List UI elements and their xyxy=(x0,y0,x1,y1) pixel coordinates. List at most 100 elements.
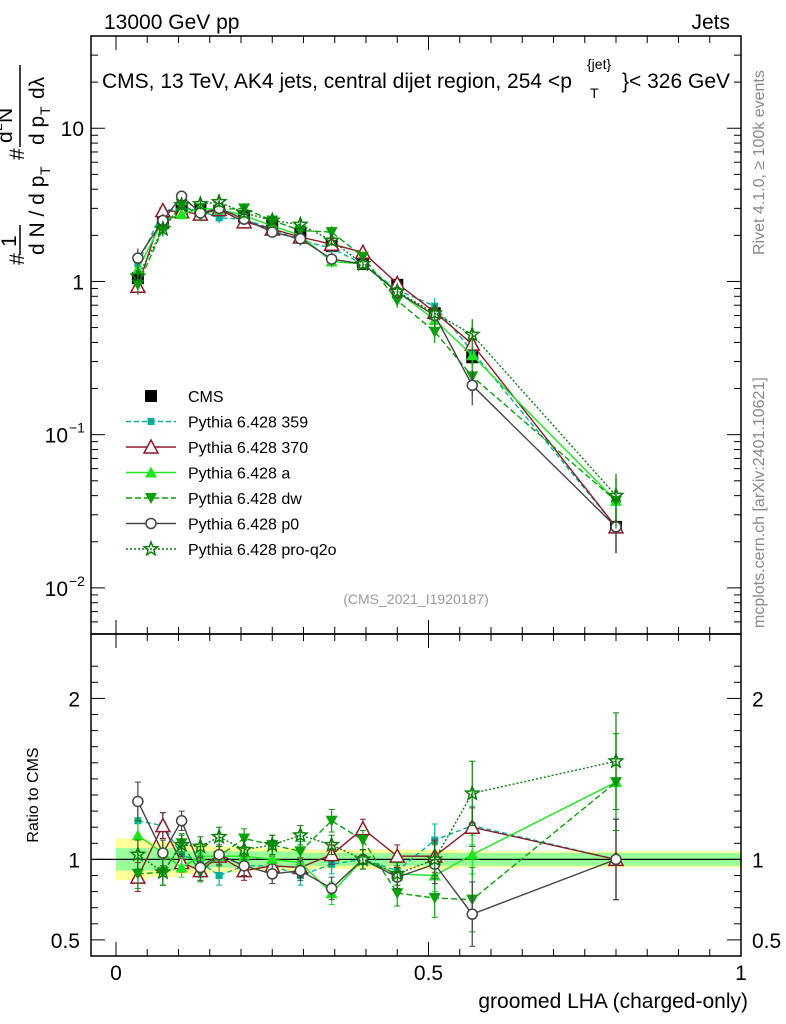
ratio-y-tick-label-right: 1 xyxy=(752,849,764,872)
svg-text:2: 2 xyxy=(0,123,5,131)
ratio-point xyxy=(463,818,481,834)
main-point xyxy=(466,349,479,361)
ratio-series-pythia-6-428-pro-q2o xyxy=(129,712,625,886)
main-line-pythia-6-428-pro-q2o xyxy=(137,201,617,497)
legend-item-pythia-6-428-370: Pythia 6.428 370 xyxy=(126,438,308,457)
ratio-point xyxy=(175,861,188,873)
ratio-point xyxy=(325,815,338,827)
ratio-point xyxy=(388,864,406,882)
x-axis-label: groomed LHA (charged-only) xyxy=(478,990,748,1013)
legend: CMS Pythia 6.428 359 Pythia 6.428 370 Pythi… xyxy=(126,389,337,559)
energy-label: 13000 GeV pp xyxy=(104,11,239,34)
ratio-y-axis-label: Ratio to CMS xyxy=(25,747,42,842)
ratio-point xyxy=(131,868,144,880)
main-point xyxy=(266,226,278,238)
chart-title: CMS, 13 TeV, AK4 jets, central dijet reg… xyxy=(102,56,730,101)
svg-text:d N / d p: d N / d p xyxy=(26,176,49,255)
main-point xyxy=(428,326,441,338)
main-point xyxy=(354,254,372,272)
svg-text:{jet}: {jet} xyxy=(587,56,611,72)
ratio-point xyxy=(463,784,481,801)
y-tick-label: 10 −1 xyxy=(45,420,86,448)
svg-text:CMS, 13 TeV, AK4 jets, central: CMS, 13 TeV, AK4 jets, central dijet reg… xyxy=(102,70,572,93)
x-tick-label: 0 xyxy=(110,962,122,985)
main-point xyxy=(325,253,338,265)
ratio-y-tick-label: 0.5 xyxy=(51,930,80,953)
y-tick-label-base: 1 xyxy=(72,271,84,294)
ratio-point xyxy=(294,846,307,858)
ratio-point xyxy=(466,908,478,920)
main-point xyxy=(466,379,478,392)
ratio-point xyxy=(172,835,191,853)
main-series-pythia-6-428-a xyxy=(131,202,622,534)
ratio-series-pythia-6-428-dw xyxy=(131,733,622,933)
legend-label: Pythia 6.428 a xyxy=(188,466,290,483)
legend-item-pythia-6-428-359: Pythia 6.428 359 xyxy=(126,415,308,432)
main-point xyxy=(291,215,310,233)
svg-text:d p: d p xyxy=(26,116,49,145)
main-y-axis-label: # 1 d N / d p T # d 2 N d p T dλ xyxy=(0,65,53,265)
main-point xyxy=(294,232,307,245)
legend-marker xyxy=(142,438,160,454)
main-point xyxy=(215,214,223,222)
main-point xyxy=(235,203,253,221)
ratio-point xyxy=(131,829,144,841)
legend-marker xyxy=(145,517,157,530)
ratio-panel xyxy=(129,712,625,947)
main-point xyxy=(426,304,444,321)
ratio-line-pythia-6-428-a xyxy=(137,781,617,895)
ratio-point xyxy=(132,795,144,808)
rivet-version-label: Rivet 4.1.0, ≥ 100k events xyxy=(751,70,768,255)
x-tick-label: 0.5 xyxy=(414,962,443,985)
legend-label: Pythia 6.428 p0 xyxy=(188,517,299,534)
ratio-point xyxy=(238,860,250,872)
legend-label: Pythia 6.428 pro-q2o xyxy=(188,542,337,559)
ratio-y-tick-label-right: 2 xyxy=(752,688,764,711)
ratio-point xyxy=(610,853,622,866)
svg-text:1: 1 xyxy=(0,235,21,247)
main-point xyxy=(463,325,481,342)
legend-marker xyxy=(147,418,155,425)
y-tick-label: 10 xyxy=(61,118,84,141)
ratio-point xyxy=(157,847,169,859)
main-point xyxy=(391,295,404,307)
ratio-point xyxy=(266,868,278,880)
main-panel xyxy=(129,190,625,554)
svg-text:d: d xyxy=(0,131,17,143)
main-point xyxy=(131,279,144,291)
ratio-point xyxy=(426,850,444,867)
legend-label: Pythia 6.428 359 xyxy=(188,415,308,432)
ratio-line-pythia-6-428-359 xyxy=(137,820,617,877)
ratio-y-tick-label: 2 xyxy=(68,688,80,711)
legend-label: Pythia 6.428 dw xyxy=(188,491,302,508)
main-point xyxy=(322,231,341,248)
analysis-tag: (CMS_2021_I1920187) xyxy=(343,591,489,607)
main-series-pythia-6-428-dw xyxy=(131,199,622,534)
ratio-point xyxy=(391,888,404,900)
ratio-point xyxy=(428,893,441,905)
y-tick-label-base: 10 xyxy=(45,578,68,601)
svg-text:}< 326 GeV: }< 326 GeV xyxy=(622,70,730,93)
legend-item-pythia-6-428-dw: Pythia 6.428 dw xyxy=(126,491,302,508)
mcplots-label: mcplots.cern.ch [arXiv:2401.10621] xyxy=(751,377,768,628)
main-point xyxy=(210,192,228,210)
legend-item-cms: CMS xyxy=(145,389,224,406)
ratio-point xyxy=(154,817,172,833)
ratio-point xyxy=(607,752,625,769)
main-point xyxy=(191,195,209,212)
ratio-line-pythia-6-428-p0 xyxy=(137,801,617,915)
legend-label: Pythia 6.428 370 xyxy=(188,440,308,457)
ratio-point xyxy=(294,864,307,877)
y-tick-label-exponent: −1 xyxy=(69,420,85,436)
ratio-line-pythia-6-428-pro-q2o xyxy=(137,760,617,875)
ratio-point xyxy=(325,882,338,895)
main-point xyxy=(607,486,625,503)
svg-text:T: T xyxy=(590,85,599,101)
legend-label: CMS xyxy=(188,389,224,406)
ratio-point xyxy=(194,861,207,874)
y-tick-label: 10 −2 xyxy=(45,573,86,601)
main-point xyxy=(129,267,147,284)
main-point xyxy=(154,219,172,237)
